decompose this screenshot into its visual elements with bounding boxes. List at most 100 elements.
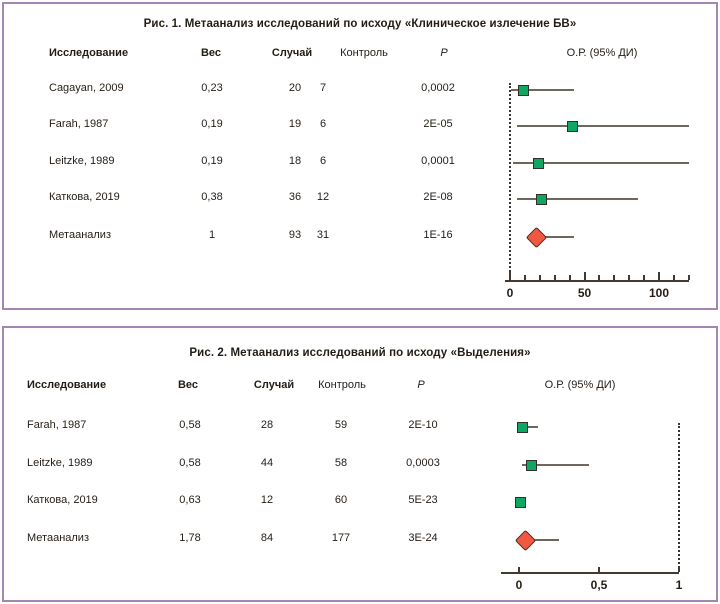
p-value: 0,0003: [406, 457, 440, 469]
axis-tick-label: 1: [675, 578, 683, 592]
reference-line: [678, 423, 680, 572]
column-header-weight: Вес: [177, 379, 199, 391]
p-value: 3E-24: [408, 532, 438, 544]
control-value: 31: [316, 229, 330, 241]
study-name: Каткова, 2019: [49, 191, 120, 203]
study-name: Cagayan, 2009: [49, 82, 124, 94]
axis-tick: [643, 275, 646, 280]
weight-value: 0,38: [201, 191, 223, 203]
study-name: Farah, 1987: [49, 118, 109, 130]
axis-tick-label: 50: [577, 286, 592, 300]
axis-tick: [613, 275, 616, 280]
weight-value: 1,78: [179, 532, 201, 544]
x-axis: [501, 572, 679, 574]
axis-tick-label: 0: [506, 286, 514, 300]
axis-tick: [518, 567, 520, 572]
axis-tick: [538, 275, 541, 280]
control-value: 6: [319, 118, 327, 130]
confidence-interval-line: [519, 539, 559, 541]
axis-tick: [678, 567, 680, 572]
study-square-marker: [515, 496, 527, 508]
figure1-title: Рис. 1. Метаанализ исследований по исход…: [143, 18, 577, 30]
axis-tick-label: 100: [648, 286, 670, 300]
axis-tick: [598, 567, 600, 572]
control-value: 7: [319, 82, 327, 94]
axis-tick: [568, 275, 571, 280]
control-value: 60: [334, 494, 348, 506]
p-value: 0,0001: [421, 155, 455, 167]
confidence-interval-line: [519, 426, 539, 428]
meta-diamond-marker: [514, 529, 536, 551]
axis-tick-label: 0: [515, 578, 523, 592]
figure1-panel: Рис. 1. Метаанализ исследований по исход…: [2, 2, 718, 310]
column-header-cases: Случай: [271, 47, 313, 59]
p-value: 2E-10: [408, 419, 438, 431]
study-name: Каткова, 2019: [27, 494, 98, 506]
column-header-p-value: P: [417, 379, 425, 391]
reference-line: [509, 83, 511, 280]
column-header-control: Контроль: [340, 47, 388, 59]
p-value: 5E-23: [408, 494, 438, 506]
confidence-interval-line: [517, 198, 639, 200]
axis-tick: [583, 272, 586, 280]
axis-tick: [523, 275, 526, 280]
confidence-interval-line: [512, 162, 689, 164]
figure2-title: Рис. 2. Метаанализ исследований по исход…: [189, 347, 531, 359]
cases-value: 20: [288, 82, 302, 94]
axis-tick: [553, 275, 556, 280]
cases-value: 18: [288, 155, 302, 167]
column-header-cases: Случай: [253, 379, 295, 391]
control-value: 59: [334, 419, 348, 431]
cases-value: 84: [260, 532, 274, 544]
meta-analysis-label: Метаанализ: [49, 229, 111, 241]
study-square-marker: [526, 459, 538, 471]
x-axis: [505, 280, 689, 282]
cases-value: 44: [260, 457, 274, 469]
axis-tick-label: 0,5: [590, 578, 608, 592]
cases-value: 36: [288, 191, 302, 203]
meta-analysis-label: Метаанализ: [27, 532, 89, 544]
axis-tick: [598, 275, 601, 280]
control-value: 6: [319, 155, 327, 167]
control-value: 12: [316, 191, 330, 203]
cases-value: 12: [260, 494, 274, 506]
confidence-interval-line: [511, 89, 575, 91]
figure2-panel: Рис. 2. Метаанализ исследований по исход…: [2, 326, 718, 602]
weight-value: 0,19: [201, 155, 223, 167]
weight-value: 0,23: [201, 82, 223, 94]
axis-tick: [509, 272, 511, 280]
p-value: 1E-16: [423, 229, 453, 241]
meta-diamond-marker: [526, 226, 548, 248]
cases-value: 93: [288, 229, 302, 241]
weight-value: 0,58: [179, 419, 201, 431]
study-square-marker: [567, 120, 579, 132]
column-header-p-value: P: [440, 47, 448, 59]
p-value: 2E-05: [423, 118, 453, 130]
weight-value: 0,63: [179, 494, 201, 506]
axis-tick: [628, 275, 631, 280]
axis-tick: [687, 275, 690, 280]
column-header-or-ci: О.Р. (95% ДИ): [566, 47, 638, 59]
p-value: 0,0002: [421, 82, 455, 94]
study-square-marker: [532, 157, 544, 169]
study-square-marker: [517, 84, 529, 96]
control-value: 177: [331, 532, 351, 544]
weight-value: 0,58: [179, 457, 201, 469]
study-square-marker: [516, 421, 528, 433]
study-name: Farah, 1987: [27, 419, 87, 431]
weight-value: 0,19: [201, 118, 223, 130]
confidence-interval-line: [527, 236, 575, 238]
axis-tick: [658, 272, 660, 280]
study-name: Leitzke, 1989: [49, 155, 115, 167]
cases-value: 19: [288, 118, 302, 130]
column-header-or-ci: О.Р. (95% ДИ): [544, 379, 616, 391]
column-header-study: Исследование: [27, 379, 107, 391]
control-value: 58: [334, 457, 348, 469]
study-square-marker: [535, 193, 547, 205]
column-header-control: Контроль: [318, 379, 366, 391]
cases-value: 28: [260, 419, 274, 431]
confidence-interval-line: [522, 464, 590, 466]
study-name: Leitzke, 1989: [27, 457, 93, 469]
axis-tick: [672, 275, 675, 280]
